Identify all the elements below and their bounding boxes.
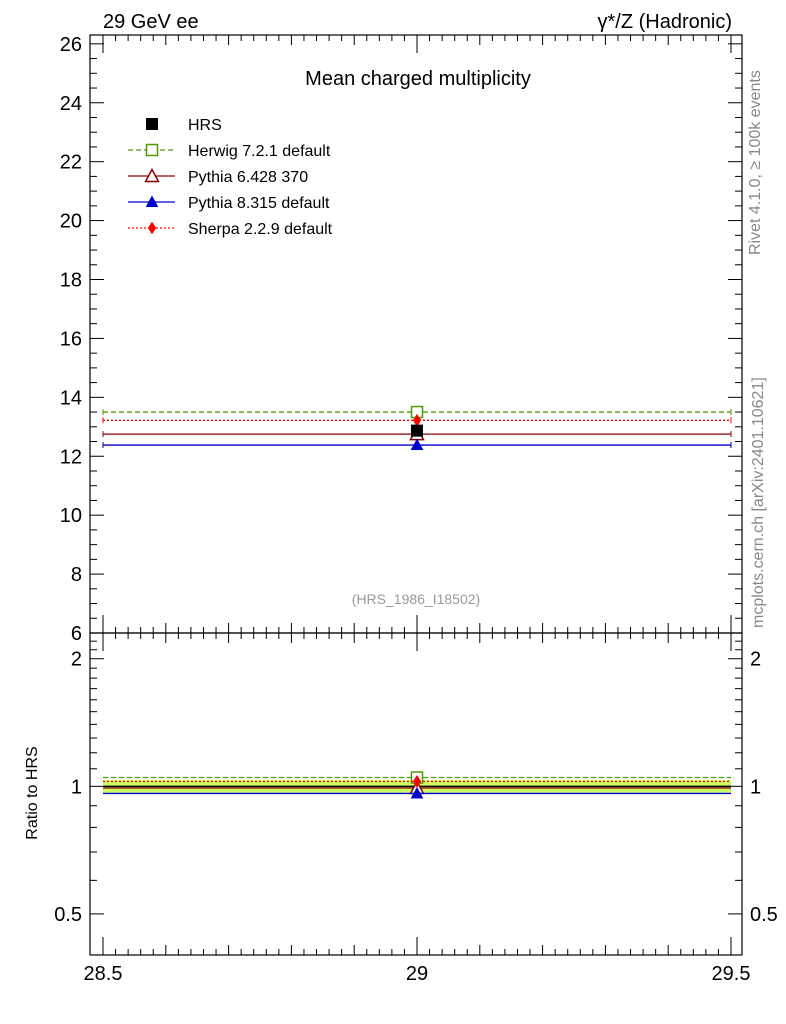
main-y-tick-label: 12 xyxy=(60,446,82,468)
ratio-frame xyxy=(89,632,743,956)
main-y-tick-label: 10 xyxy=(60,505,82,527)
legend-label-3: Pythia 8.315 default xyxy=(188,195,330,212)
main-y-tick-label: 20 xyxy=(60,211,82,233)
main-y-tick-labels: 6 8 10 12 14 16 18 20 22 24 26 xyxy=(60,34,82,645)
energy-label: 29 GeV ee xyxy=(103,11,199,33)
legend-marker-1 xyxy=(145,143,159,157)
legend-marker-3 xyxy=(145,195,159,207)
legend-marker-2 xyxy=(144,167,160,183)
x-tick-labels: 28.5 29 29.5 xyxy=(84,963,751,985)
ratio-axis-ticks xyxy=(90,632,742,956)
legend-marker-0 xyxy=(146,118,158,130)
main-y-tick-label: 6 xyxy=(71,623,82,645)
ratio-y-tick-label-right: 1 xyxy=(750,776,761,798)
main-y-tick-label: 14 xyxy=(60,387,82,409)
rivet-version-label: Rivet 4.1.0, ≥ 100k events xyxy=(747,70,764,255)
ratio-y-tick-label: 1 xyxy=(71,776,82,798)
process-label: γ*/Z (Hadronic) xyxy=(598,11,732,33)
x-tick-label: 29.5 xyxy=(712,963,751,985)
main-axis-ticks xyxy=(90,35,742,634)
ratio-y-tick-label: 2 xyxy=(71,649,82,671)
legend-label-1: Herwig 7.2.1 default xyxy=(188,143,331,160)
ratio-y-tick-label: 0.5 xyxy=(54,904,82,926)
x-tick-label: 28.5 xyxy=(84,963,123,985)
mcplots-url-label: mcplots.cern.ch [arXiv:2401.10621] xyxy=(750,377,767,628)
main-panel: 6 8 10 12 14 16 18 20 22 24 26 Mean charged multip… xyxy=(60,34,743,645)
legend-label-0: HRS xyxy=(188,117,222,134)
ratio-y-tick-labels: 0.5 0.5 1 1 2 2 xyxy=(54,649,778,926)
main-y-tick-label: 26 xyxy=(60,34,82,56)
ratio-y-tick-label-right: 2 xyxy=(750,649,761,671)
legend-label-2: Pythia 6.428 370 xyxy=(188,169,308,186)
ratio-marker-3 xyxy=(412,774,422,788)
analysis-id: (HRS_1986_I18502) xyxy=(352,591,480,607)
main-y-tick-label: 24 xyxy=(60,93,82,115)
main-y-tick-label: 22 xyxy=(60,152,82,174)
main-y-tick-label: 18 xyxy=(60,270,82,292)
legend: HRS Herwig 7.2.1 default Pythia 6.428 370 P… xyxy=(128,117,333,238)
main-series xyxy=(102,405,732,451)
main-y-tick-label: 8 xyxy=(71,564,82,586)
ratio-marker-2 xyxy=(410,786,424,799)
legend-marker-4 xyxy=(147,221,157,235)
x-tick-label: 29 xyxy=(406,963,428,985)
ratio-y-tick-label-right: 0.5 xyxy=(750,904,778,926)
ratio-axis-label: Ratio to HRS xyxy=(24,746,41,839)
ratio-series xyxy=(103,771,731,799)
series-marker-2 xyxy=(410,438,424,451)
main-y-tick-label: 16 xyxy=(60,328,82,350)
legend-label-4: Sherpa 2.2.9 default xyxy=(188,221,333,238)
chart-title: Mean charged multiplicity xyxy=(305,68,531,90)
ratio-panel: 0.5 0.5 1 1 2 2 Ratio to HRS xyxy=(24,632,778,956)
data-point-hrs xyxy=(411,424,423,437)
